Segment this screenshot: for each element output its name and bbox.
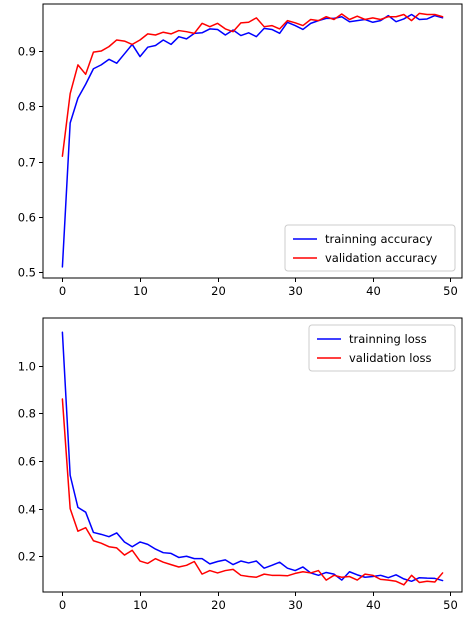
y-tick-label: 0.4	[18, 503, 36, 517]
y-tick-label: 0.7	[18, 156, 36, 170]
legend-box	[284, 224, 456, 272]
x-tick-label: 10	[133, 284, 148, 298]
y-tick-label: 0.8	[18, 100, 36, 114]
x-tick-label: 30	[288, 598, 303, 612]
y-tick-label: 0.8	[18, 407, 36, 421]
legend: trainning loss validation loss	[308, 324, 456, 372]
y-tick-label: 1.0	[18, 360, 36, 374]
series-line-1	[61, 331, 444, 583]
plot-frame	[42, 3, 463, 279]
chart-2: 0 10 20 30 40 50 0.2 0.4 0.6 0.8 1.0 trainning loss…	[18, 317, 463, 612]
legend: trainning accuracy validation accuracy	[284, 224, 456, 272]
x-tick-label: 50	[443, 284, 458, 298]
y-tick-label: 0.6	[18, 455, 36, 469]
x-tick-label: 0	[59, 284, 66, 298]
x-tick-label: 30	[288, 284, 303, 298]
legend-label-2: validation accuracy	[325, 251, 437, 265]
y-tick-label: 0.5	[18, 266, 36, 280]
y-tick-label: 0.6	[18, 211, 36, 225]
legend-label-1: trainning accuracy	[325, 232, 433, 246]
x-tick-label: 10	[133, 598, 148, 612]
legend-label-1: trainning loss	[349, 332, 427, 346]
x-tick-label: 0	[59, 598, 66, 612]
y-tick-label: 0.9	[18, 45, 36, 59]
x-tick-label: 40	[366, 598, 381, 612]
x-tick-label: 40	[366, 284, 381, 298]
series-line-2	[61, 398, 444, 586]
y-tick-label: 0.2	[18, 550, 36, 564]
x-tick-label: 20	[211, 598, 226, 612]
series-line-2	[61, 12, 444, 157]
legend-box	[308, 324, 456, 372]
chart-1: 0 10 20 30 40 50 0.5 0.6 0.7 0.8 0.9 trainning accu…	[18, 3, 463, 298]
series-line-1	[61, 13, 444, 268]
x-tick-label: 20	[211, 284, 226, 298]
legend-label-2: validation loss	[349, 351, 432, 365]
x-tick-label: 50	[443, 598, 458, 612]
plot-frame	[42, 317, 463, 593]
